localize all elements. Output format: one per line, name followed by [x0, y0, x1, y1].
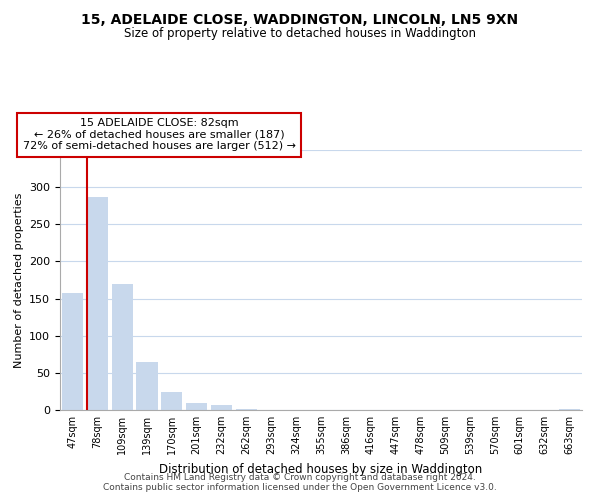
Text: Size of property relative to detached houses in Waddington: Size of property relative to detached ho…: [124, 28, 476, 40]
Bar: [87, 197, 108, 410]
Bar: [559, 408, 580, 410]
Y-axis label: Number of detached properties: Number of detached properties: [14, 192, 23, 368]
Bar: [236, 408, 257, 410]
Bar: [186, 402, 207, 410]
Bar: [62, 294, 83, 410]
Bar: [112, 284, 133, 410]
Text: 15 ADELAIDE CLOSE: 82sqm
← 26% of detached houses are smaller (187)
72% of semi-: 15 ADELAIDE CLOSE: 82sqm ← 26% of detach…: [23, 118, 296, 152]
Text: 15, ADELAIDE CLOSE, WADDINGTON, LINCOLN, LN5 9XN: 15, ADELAIDE CLOSE, WADDINGTON, LINCOLN,…: [82, 12, 518, 26]
Bar: [136, 362, 158, 410]
Bar: [161, 392, 182, 410]
X-axis label: Distribution of detached houses by size in Waddington: Distribution of detached houses by size …: [160, 462, 482, 475]
Bar: [211, 405, 232, 410]
Text: Contains HM Land Registry data © Crown copyright and database right 2024.
Contai: Contains HM Land Registry data © Crown c…: [103, 473, 497, 492]
